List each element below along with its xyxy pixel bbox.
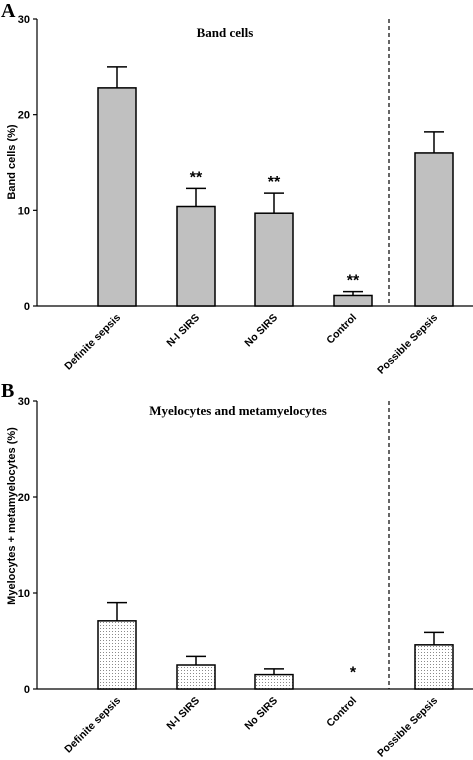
- y-tick-label: 0: [24, 684, 30, 696]
- y-tick-label: 10: [18, 205, 30, 217]
- category-label: N-I SIRS: [164, 312, 202, 350]
- category-label: Possible Sepsis: [375, 312, 440, 377]
- significance-label: **: [347, 273, 360, 290]
- panel-letter-a: A: [1, 0, 16, 22]
- bar: [414, 644, 454, 690]
- significance-label: **: [268, 174, 281, 191]
- y-tick-label: 30: [18, 14, 30, 26]
- y-tick-label: 0: [24, 301, 30, 313]
- significance-label: *: [350, 664, 357, 681]
- chart-panel-b: B Myelocytes and metamyelocytes Myelocyt…: [1, 380, 473, 760]
- y-tick-label: 20: [18, 110, 30, 122]
- significance-label: **: [190, 169, 203, 186]
- panel-letter-b: B: [1, 380, 14, 402]
- category-label: Definite sepsis: [62, 312, 123, 373]
- category-label: Control: [324, 312, 359, 347]
- bar: [333, 294, 373, 307]
- y-axis-label-a: Band cells (%): [6, 124, 18, 200]
- bar: [97, 87, 137, 307]
- y-tick-label: 10: [18, 588, 30, 600]
- category-label: N-I SIRS: [164, 695, 202, 733]
- chart-panel-a: A Band cells Band cells (%) 0 10 20 30 Defin…: [1, 0, 473, 377]
- category-label: No SIRS: [242, 312, 280, 350]
- chart-title-a: Band cells: [197, 25, 254, 40]
- y-tick-label: 20: [18, 492, 30, 504]
- bar: [414, 152, 454, 307]
- bar: [176, 664, 216, 690]
- category-label: No SIRS: [242, 695, 280, 733]
- category-label: Control: [324, 695, 359, 730]
- bar: [176, 205, 216, 307]
- y-axis-label-b: Myelocytes + metamyelocytes (%): [6, 427, 18, 605]
- chart-title-b: Myelocytes and metamyelocytes: [149, 403, 327, 418]
- y-tick-label: 30: [18, 396, 30, 408]
- bar: [97, 620, 137, 690]
- category-label: Possible Sepsis: [375, 695, 440, 760]
- category-label: Definite sepsis: [62, 695, 123, 756]
- bar: [254, 673, 294, 690]
- bar: [254, 212, 294, 307]
